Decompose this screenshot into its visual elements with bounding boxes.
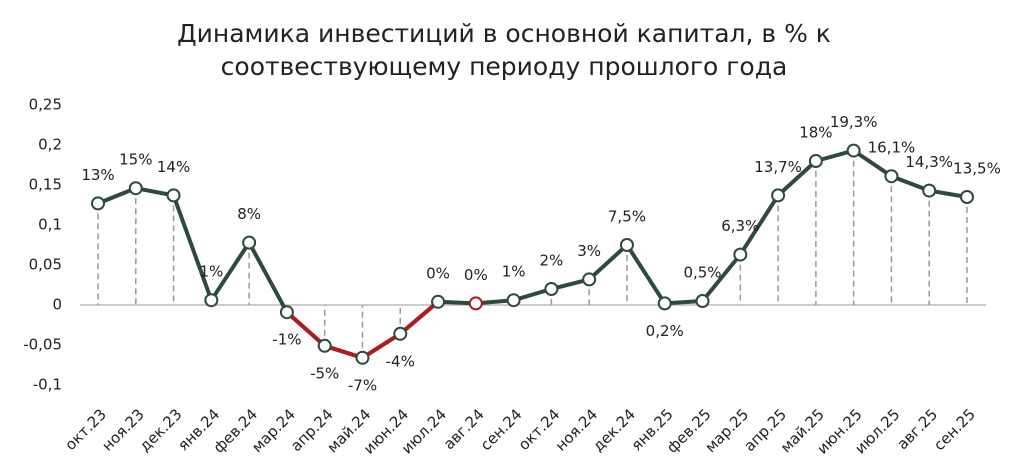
marker bbox=[771, 188, 786, 203]
data-label: 18% bbox=[799, 124, 832, 142]
marker bbox=[506, 293, 521, 308]
chart-title: соотвествующему периоду прошлого года bbox=[221, 52, 788, 81]
data-label: 14,3% bbox=[905, 153, 953, 171]
data-label: 19,3% bbox=[830, 113, 878, 131]
y-tick-label: -0,1 bbox=[33, 376, 62, 394]
y-tick-label: 0 bbox=[52, 296, 62, 314]
marker bbox=[619, 238, 634, 252]
marker bbox=[431, 294, 446, 309]
x-tick-label: дек.23 bbox=[136, 405, 186, 455]
marker bbox=[468, 296, 483, 311]
marker bbox=[279, 305, 294, 320]
marker bbox=[393, 326, 408, 341]
x-tick-label: дек.24 bbox=[589, 405, 639, 455]
data-label: -5% bbox=[310, 364, 339, 382]
marker bbox=[846, 143, 861, 158]
marker bbox=[91, 196, 105, 211]
x-tick-label: сен.25 bbox=[930, 405, 979, 454]
data-label: 6,3% bbox=[721, 217, 759, 235]
marker bbox=[657, 296, 672, 311]
data-label: 13% bbox=[81, 166, 114, 184]
y-tick-label: 0,2 bbox=[38, 136, 62, 154]
data-label: 15% bbox=[119, 151, 152, 169]
y-tick-label: 0,15 bbox=[29, 176, 62, 194]
data-label: 14% bbox=[157, 158, 190, 176]
x-tick-label: сен.24 bbox=[477, 405, 526, 454]
y-tick-label: -0,05 bbox=[23, 336, 62, 354]
data-label: -1% bbox=[272, 331, 301, 349]
marker bbox=[960, 190, 974, 204]
data-label: 16,1% bbox=[868, 139, 916, 157]
data-label: -4% bbox=[386, 352, 415, 370]
marker bbox=[204, 293, 219, 308]
marker bbox=[128, 181, 143, 196]
marker bbox=[695, 294, 710, 308]
data-label: 0,2% bbox=[646, 322, 684, 340]
data-label: 0,5% bbox=[683, 264, 721, 282]
data-label: 1% bbox=[502, 263, 526, 281]
marker bbox=[808, 154, 823, 168]
chart-title: Динамика инвестиций в основной капитал, … bbox=[177, 19, 831, 48]
data-label: -7% bbox=[348, 376, 377, 394]
data-label: 0% bbox=[426, 264, 450, 282]
y-tick-label: 0,1 bbox=[38, 216, 62, 234]
y-tick-label: 0,05 bbox=[29, 256, 62, 274]
y-tick-label: 0,25 bbox=[29, 96, 62, 114]
data-label: 7,5% bbox=[608, 208, 646, 226]
marker bbox=[242, 235, 257, 250]
data-label: 13,7% bbox=[754, 158, 802, 176]
data-label: 0% bbox=[464, 266, 488, 284]
marker bbox=[922, 183, 937, 198]
data-label: 13,5% bbox=[953, 160, 1001, 178]
marker bbox=[884, 169, 899, 184]
marker bbox=[582, 272, 597, 287]
marker bbox=[166, 188, 181, 203]
marker bbox=[355, 350, 370, 365]
data-label: 3% bbox=[577, 242, 601, 260]
data-label: 2% bbox=[539, 252, 563, 270]
highlight-line bbox=[285, 300, 440, 360]
marker bbox=[544, 282, 559, 296]
data-label: 8% bbox=[237, 205, 261, 223]
line bbox=[97, 148, 968, 360]
data-label: 1% bbox=[199, 263, 223, 281]
marker bbox=[733, 247, 748, 262]
marker bbox=[317, 338, 332, 353]
